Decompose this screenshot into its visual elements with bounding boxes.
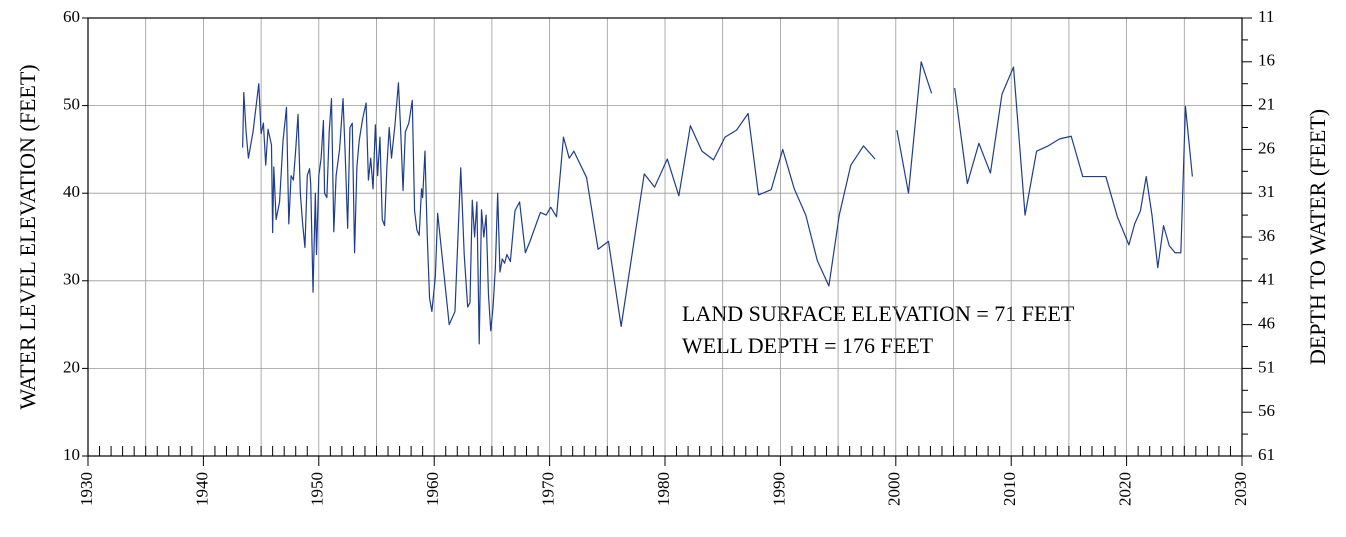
y-tick-label: 60 xyxy=(63,7,80,26)
y2-tick-label: 46 xyxy=(1258,314,1275,333)
y-tick-label: 10 xyxy=(63,445,80,464)
x-tick-label: 2010 xyxy=(1000,472,1019,506)
x-tick-label: 1990 xyxy=(769,472,788,506)
x-tick-label: 1930 xyxy=(77,472,96,506)
y2-tick-label: 41 xyxy=(1258,270,1275,289)
x-tick-label: 1970 xyxy=(539,472,558,506)
x-tick-label: 2030 xyxy=(1231,472,1250,506)
y2-tick-label: 61 xyxy=(1258,445,1275,464)
y-tick-label: 20 xyxy=(63,357,80,376)
x-tick-label: 1940 xyxy=(192,472,211,506)
y2-tick-label: 21 xyxy=(1258,95,1275,114)
x-tick-label: 1980 xyxy=(654,472,673,506)
y2-tick-label: 56 xyxy=(1258,401,1275,420)
annotation: LAND SURFACE ELEVATION = 71 FEET xyxy=(682,301,1075,326)
y2-tick-label: 36 xyxy=(1258,226,1275,245)
y-tick-label: 30 xyxy=(63,270,80,289)
y2-tick-label: 51 xyxy=(1258,357,1275,376)
y2-tick-label: 11 xyxy=(1258,7,1274,26)
x-tick-label: 1950 xyxy=(308,472,327,506)
y2-tick-label: 26 xyxy=(1258,138,1275,157)
x-tick-label: 2020 xyxy=(1116,472,1135,506)
x-tick-label: 1960 xyxy=(423,472,442,506)
y-axis-label: WATER LEVEL ELEVATION (FEET) xyxy=(15,64,40,409)
y2-tick-label: 31 xyxy=(1258,182,1275,201)
data-line xyxy=(242,61,1193,345)
y-tick-label: 40 xyxy=(63,182,80,201)
annotation: WELL DEPTH = 176 FEET xyxy=(682,333,934,358)
x-tick-label: 2000 xyxy=(885,472,904,506)
y2-axis-label: DEPTH TO WATER (FEET) xyxy=(1305,109,1330,365)
y2-tick-label: 16 xyxy=(1258,51,1275,70)
y-tick-label: 50 xyxy=(63,95,80,114)
